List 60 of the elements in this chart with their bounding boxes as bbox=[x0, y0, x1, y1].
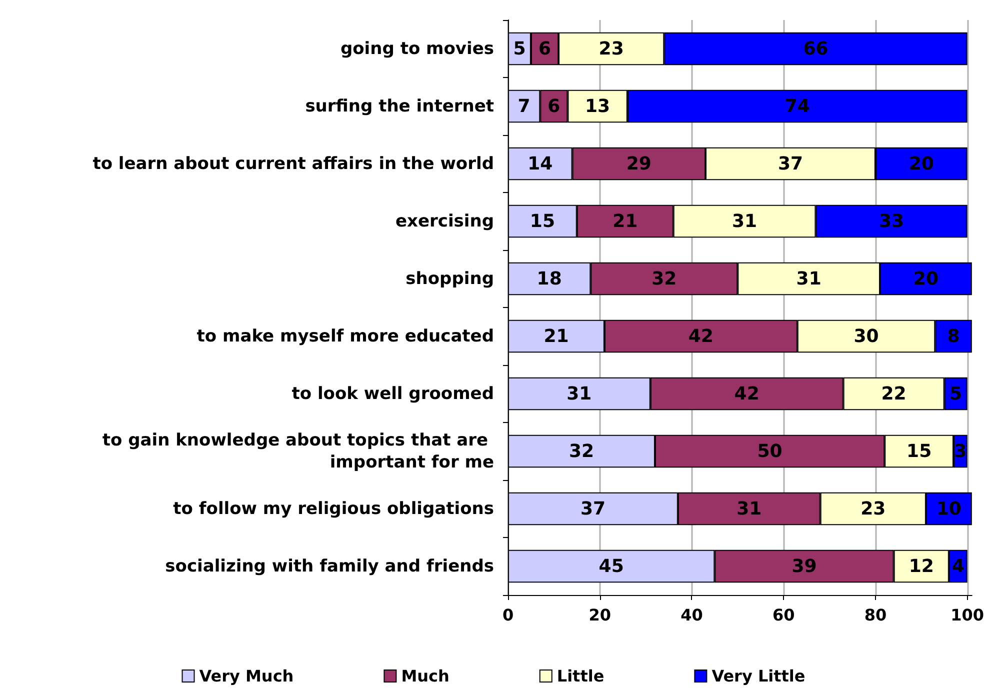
data-label: 5 bbox=[950, 383, 962, 404]
data-label: 5 bbox=[513, 38, 526, 60]
data-label: 42 bbox=[734, 383, 760, 404]
data-label: 39 bbox=[792, 556, 817, 577]
x-tick-label: 100 bbox=[950, 606, 984, 624]
y-tick-label: to look well groomed bbox=[292, 384, 494, 404]
data-label: 18 bbox=[536, 268, 562, 290]
legend-label: Much bbox=[401, 666, 450, 686]
data-label: 15 bbox=[906, 440, 932, 462]
data-label: 23 bbox=[598, 38, 624, 60]
data-label: 4 bbox=[952, 556, 964, 577]
x-tick-label: 60 bbox=[772, 606, 795, 624]
y-tick-label: to learn about current affairs in the world bbox=[92, 154, 494, 174]
data-label: 13 bbox=[585, 96, 610, 117]
data-label: 6 bbox=[548, 96, 560, 117]
data-label: 31 bbox=[732, 210, 758, 232]
legend-label: Very Little bbox=[712, 666, 806, 686]
legend-label: Little bbox=[556, 666, 604, 686]
data-label: 74 bbox=[784, 96, 810, 117]
x-tick-label: 80 bbox=[864, 606, 887, 624]
data-label: 37 bbox=[778, 153, 803, 174]
data-label: 8 bbox=[947, 326, 960, 347]
data-label: 29 bbox=[626, 153, 652, 174]
data-label: 20 bbox=[913, 268, 938, 290]
data-label: 45 bbox=[598, 556, 624, 577]
data-label: 6 bbox=[538, 38, 552, 60]
data-label: 32 bbox=[568, 440, 594, 462]
data-label: 12 bbox=[908, 556, 934, 577]
y-tick-label: exercising bbox=[395, 211, 494, 232]
x-tick-label: 0 bbox=[502, 606, 514, 624]
y-tick-label: to gain knowledge about topics that are important for me bbox=[102, 430, 494, 472]
data-label: 15 bbox=[530, 210, 555, 232]
data-label: 37 bbox=[580, 498, 606, 520]
y-tick-label: surfing the internet bbox=[305, 96, 494, 116]
y-tick-label: socializing with family and friends bbox=[165, 556, 494, 576]
x-tick-label: 40 bbox=[680, 606, 703, 624]
data-label: 32 bbox=[652, 268, 677, 290]
data-label: 20 bbox=[908, 153, 934, 174]
data-label: 7 bbox=[518, 96, 530, 117]
data-label: 21 bbox=[544, 326, 569, 347]
data-label: 31 bbox=[736, 498, 762, 520]
data-label: 30 bbox=[854, 326, 879, 347]
data-label: 33 bbox=[878, 210, 904, 232]
data-label: 10 bbox=[936, 498, 962, 520]
y-tick-label: going to movies bbox=[340, 38, 494, 59]
legend-label: Very Much bbox=[199, 666, 294, 686]
data-label: 23 bbox=[860, 498, 886, 520]
y-tick-label: to make myself more educated bbox=[196, 326, 494, 346]
y-tick-label: shopping bbox=[406, 268, 494, 289]
y-tick-label: to follow my religious obligations bbox=[173, 498, 494, 519]
data-label: 22 bbox=[881, 383, 906, 404]
x-tick-label: 20 bbox=[588, 606, 611, 624]
data-label: 66 bbox=[803, 38, 828, 60]
data-label: 31 bbox=[796, 268, 822, 290]
data-label: 50 bbox=[757, 440, 782, 462]
data-label: 31 bbox=[566, 383, 592, 404]
data-label: 14 bbox=[528, 153, 553, 174]
data-label: 3 bbox=[954, 440, 967, 462]
data-label: 42 bbox=[688, 326, 714, 347]
data-label: 21 bbox=[612, 210, 638, 232]
